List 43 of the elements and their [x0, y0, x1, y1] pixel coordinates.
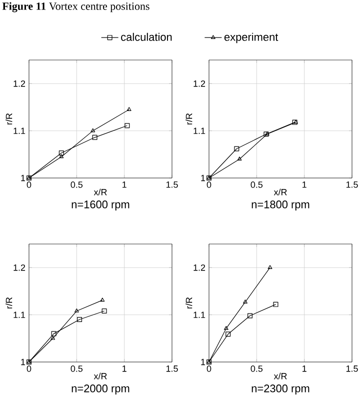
x-tick-label: 0 [27, 366, 32, 372]
y-axis-title: r/R [186, 297, 192, 308]
y-tick-label: 1.2 [14, 80, 26, 87]
y-axis-title: r/R [6, 113, 12, 124]
x-axis-title: x/R [274, 372, 288, 380]
y-tick-label: 1.2 [194, 264, 206, 271]
y-axis-title: r/R [186, 113, 192, 124]
text: n=2300 rpm [252, 384, 310, 394]
x-tick-label: 0.5 [250, 366, 263, 372]
x-tick-label: 1 [122, 182, 127, 188]
x-tick-label: 1.5 [166, 366, 178, 372]
x-axis-title: x/R [274, 188, 288, 196]
x-axis-title: x/R [94, 372, 108, 380]
y-axis-title: r/R [6, 297, 12, 308]
x-tick-label: 1 [122, 366, 127, 372]
x-tick-label: 1.5 [166, 182, 178, 188]
y-tick-label: 1.1 [14, 128, 26, 134]
text: n=1600 rpm [72, 200, 130, 210]
x-tick-label: 1 [302, 182, 307, 188]
y-tick-label: 1.2 [194, 80, 206, 87]
text: Figure 11 Vortex centre positions [2, 2, 150, 12]
x-tick-label: 0.5 [70, 182, 83, 188]
y-tick-label: 1.2 [14, 264, 26, 271]
y-tick-label: 1 [201, 358, 206, 366]
x-tick-label: 0 [207, 182, 212, 188]
text: n=2000 rpm [72, 384, 130, 394]
y-tick-label: 1.1 [14, 312, 26, 318]
y-tick-label: 1 [201, 174, 206, 182]
y-tick-label: 1.1 [194, 312, 206, 318]
legend-label: calculation [121, 32, 172, 41]
x-tick-label: 1.5 [346, 182, 358, 188]
y-tick-label: 1 [21, 358, 26, 366]
x-tick-label: 0.5 [70, 366, 83, 372]
x-tick-label: 0 [27, 182, 32, 188]
legend-label: experiment [224, 32, 278, 44]
x-tick-label: 0 [207, 366, 212, 372]
y-tick-label: 1 [21, 174, 26, 182]
text: n=1800 rpm [252, 200, 310, 210]
x-tick-label: 1 [302, 366, 307, 372]
y-tick-label: 1.1 [194, 128, 206, 134]
x-axis-title: x/R [94, 188, 108, 196]
x-tick-label: 1.5 [346, 366, 358, 372]
x-tick-label: 0.5 [250, 182, 263, 188]
